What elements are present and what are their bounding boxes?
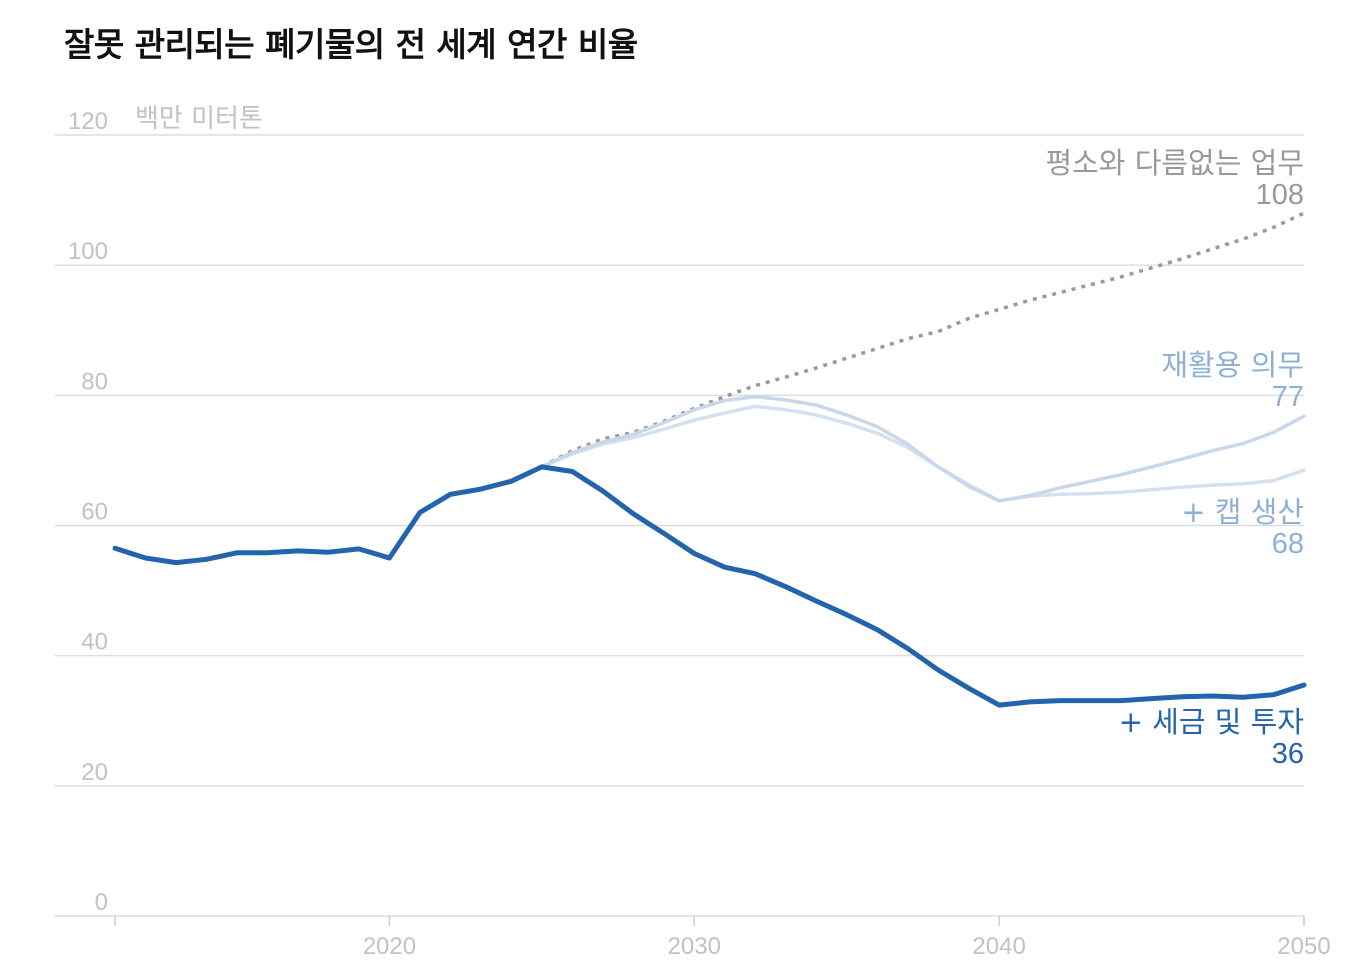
series-end-value-tax: 36: [1272, 738, 1304, 770]
series-label-tax: + 세금 및 투자: [1119, 705, 1304, 739]
y-tick-label: 60: [81, 499, 108, 526]
series-label-business-as-usual: 평소와 다름없는 업무: [1045, 146, 1304, 180]
series-label-recycling: 재활용 의무: [1161, 348, 1304, 382]
series-layer: [112, 211, 1307, 708]
y-tick-label: 100: [68, 238, 108, 265]
x-tick-label: 2050: [1277, 933, 1330, 960]
chart-title: 잘못 관리되는 폐기물의 전 세계 연간 비율: [64, 25, 638, 64]
series-line-recycling: [540, 394, 1306, 503]
x-tick-label: 2030: [668, 933, 721, 960]
y-axis-unit-label: 백만 미터톤: [135, 104, 263, 134]
x-tick-label: 2020: [363, 933, 416, 960]
y-tick-label: 0: [95, 889, 108, 916]
y-tick-label: 120: [68, 108, 108, 135]
x-tick-layer: 2020 2030 2040 2050: [114, 916, 1331, 960]
series-end-value-cap: 68: [1272, 528, 1304, 560]
y-tick-label: 20: [81, 759, 108, 786]
series-end-value-business-as-usual: 108: [1256, 179, 1304, 211]
series-line-business-as-usual: [540, 211, 1305, 469]
series-line-historical: [112, 464, 545, 566]
x-tick-label: 2040: [972, 933, 1025, 960]
series-label-cap: + 캡 생산: [1181, 495, 1304, 529]
y-tick-label: 40: [81, 629, 108, 656]
series-line-tax: [539, 464, 1307, 708]
series-end-value-recycling: 77: [1272, 381, 1304, 413]
y-tick-layer: 0 20 40 60 80 100 120: [68, 108, 108, 916]
grid-layer: [55, 134, 1304, 917]
y-tick-label: 80: [81, 368, 108, 395]
